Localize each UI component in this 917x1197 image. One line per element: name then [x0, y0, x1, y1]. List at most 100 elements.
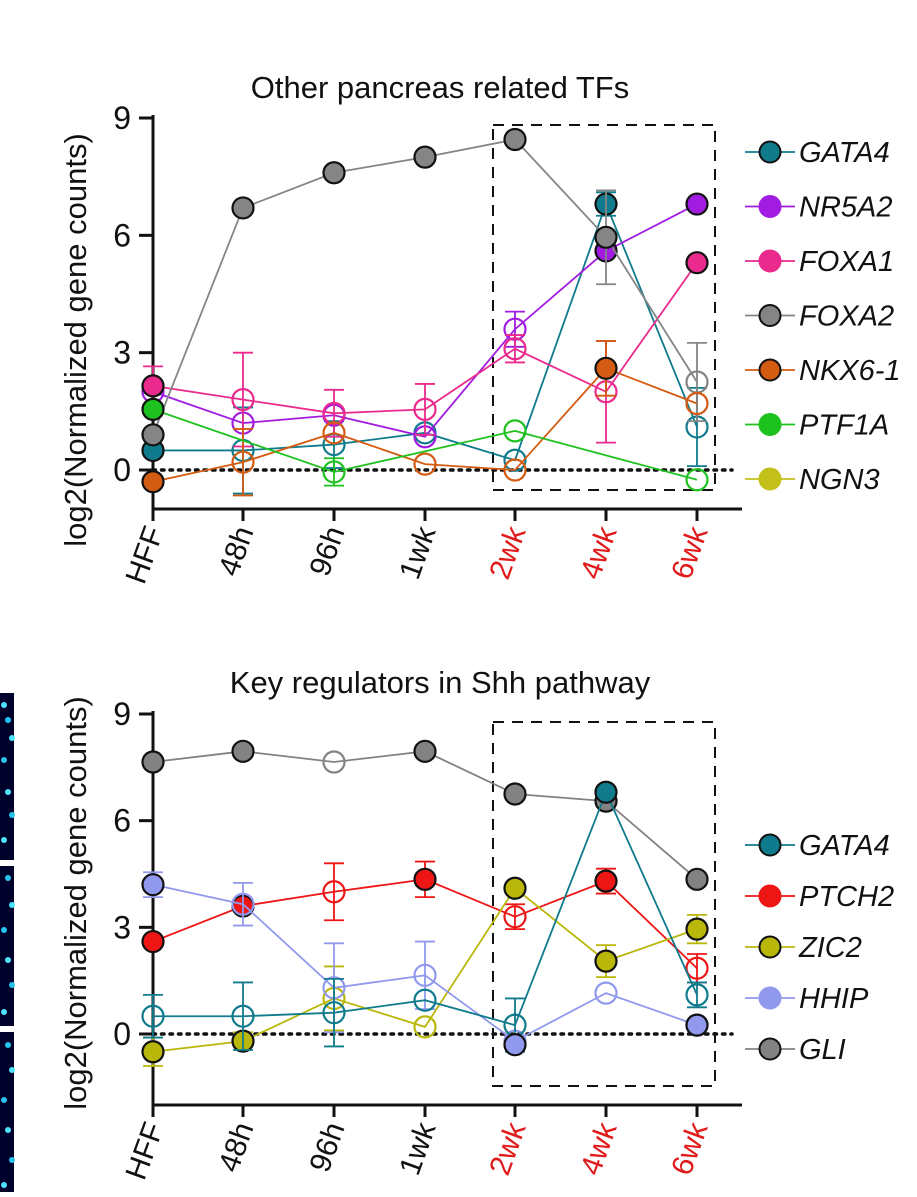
legend-item-foxa2: FOXA2: [745, 301, 894, 333]
data-point: [231, 450, 255, 474]
y-tick-label: 3: [113, 335, 131, 371]
data-point: [594, 356, 618, 380]
y-tick-label: 9: [113, 100, 131, 136]
data-point: [594, 225, 618, 249]
y-tick-label: 0: [113, 1016, 131, 1052]
cell-dot: [5, 717, 11, 723]
cell-dot: [1, 1009, 7, 1015]
cell-dot: [9, 902, 15, 908]
data-point: [503, 337, 527, 361]
data-point: [503, 419, 527, 443]
x-tick-label: 48h: [212, 1118, 260, 1176]
x-tick-label: 96h: [303, 1118, 351, 1176]
data-point: [141, 397, 165, 421]
legend-label: GLI: [799, 1034, 846, 1066]
cell-dot: [5, 875, 11, 881]
highlight-box: [492, 721, 716, 1087]
data-point: [141, 470, 165, 494]
legend-label: FOXA2: [799, 301, 894, 333]
data-point: [413, 1015, 437, 1039]
data-point: [322, 880, 346, 904]
data-point: [685, 251, 709, 275]
legend-item-ptch2: PTCH2: [745, 881, 894, 913]
data-point: [141, 1004, 165, 1028]
data-point: [413, 739, 437, 763]
data-point: [503, 458, 527, 482]
legend-label: NGN3: [799, 464, 880, 496]
x-tick-label: 48h: [212, 522, 260, 580]
x-tick-label: 4wk: [574, 1117, 624, 1179]
data-point: [594, 780, 618, 804]
data-point: [322, 421, 346, 445]
x-tick-label: 1wk: [393, 1117, 443, 1179]
data-point: [413, 397, 437, 421]
legend-item-ngn3: NGN3: [745, 464, 880, 496]
x-tick-label: HFF: [120, 522, 171, 588]
data-point: [685, 468, 709, 492]
highlight-box: [492, 124, 716, 491]
panel-shh-regulators: Key regulators in Shh pathway log2(Norma…: [58, 665, 894, 1184]
series-nkx6-1: [141, 340, 709, 497]
y-tick-label: 6: [113, 803, 131, 839]
legend: GATA4 PTCH2 ZIC2 HHIP GLI: [745, 830, 894, 1066]
data-point: [322, 1001, 346, 1025]
data-point: [685, 867, 709, 891]
cell-dot: [5, 957, 11, 963]
data-point: [141, 423, 165, 447]
data-point: [503, 1033, 527, 1057]
legend-label: ZIC2: [798, 932, 862, 964]
legend-marker: [758, 884, 782, 908]
data-point: [503, 876, 527, 900]
cell-dot: [9, 812, 15, 818]
data-point: [413, 452, 437, 476]
data-point: [141, 929, 165, 954]
data-point: [231, 1004, 255, 1028]
chart-title: Key regulators in Shh pathway: [230, 665, 651, 700]
chart-title: Other pancreas related TFs: [251, 70, 630, 105]
data-point: [685, 391, 709, 416]
legend-label: NR5A2: [799, 192, 893, 224]
legend-label: GATA4: [799, 137, 890, 169]
legend-marker: [758, 935, 782, 959]
x-tick-label: 96h: [303, 522, 351, 580]
cell-dot: [1, 1182, 7, 1188]
y-tick-label: 0: [113, 452, 131, 488]
cell-dot: [1, 837, 7, 843]
legend-item-foxa1: FOXA1: [745, 246, 894, 278]
data-point: [685, 1013, 709, 1037]
data-point: [322, 161, 346, 185]
x-tick-label: HFF: [120, 1118, 171, 1184]
data-point: [231, 388, 255, 412]
data-point: [594, 981, 618, 1005]
cell-dot: [9, 1157, 15, 1163]
data-point: [685, 192, 709, 216]
legend-marker: [758, 833, 782, 857]
legend-item-nr5a2: NR5A2: [745, 192, 893, 224]
legend-item-ptf1a: PTF1A: [745, 410, 889, 442]
cell-dot: [9, 1067, 15, 1073]
y-tick-label: 6: [113, 217, 131, 253]
legend-item-gata4: GATA4: [745, 830, 890, 862]
data-point: [322, 750, 346, 774]
data-point: [503, 1013, 527, 1037]
legend-marker: [758, 467, 782, 491]
legend-marker: [758, 304, 782, 327]
cell-dot: [9, 735, 15, 741]
data-point: [141, 374, 165, 398]
data-point: [503, 905, 527, 929]
legend-marker: [758, 140, 782, 164]
legend-marker: [758, 249, 782, 273]
data-point: [413, 988, 437, 1012]
legend-marker: [758, 413, 782, 436]
data-point: [413, 963, 437, 987]
legend-label: GATA4: [799, 830, 890, 862]
data-point: [503, 127, 527, 152]
series-ptf1a: [141, 397, 709, 492]
legend-item-gli: GLI: [745, 1034, 846, 1066]
legend-label: HHIP: [799, 983, 869, 1015]
cell-dot: [1, 1097, 7, 1103]
x-tick-label: 4wk: [574, 521, 624, 583]
x-tick-label: 6wk: [665, 1117, 715, 1179]
legend-label: PTCH2: [799, 881, 894, 913]
cell-dot: [5, 789, 11, 795]
